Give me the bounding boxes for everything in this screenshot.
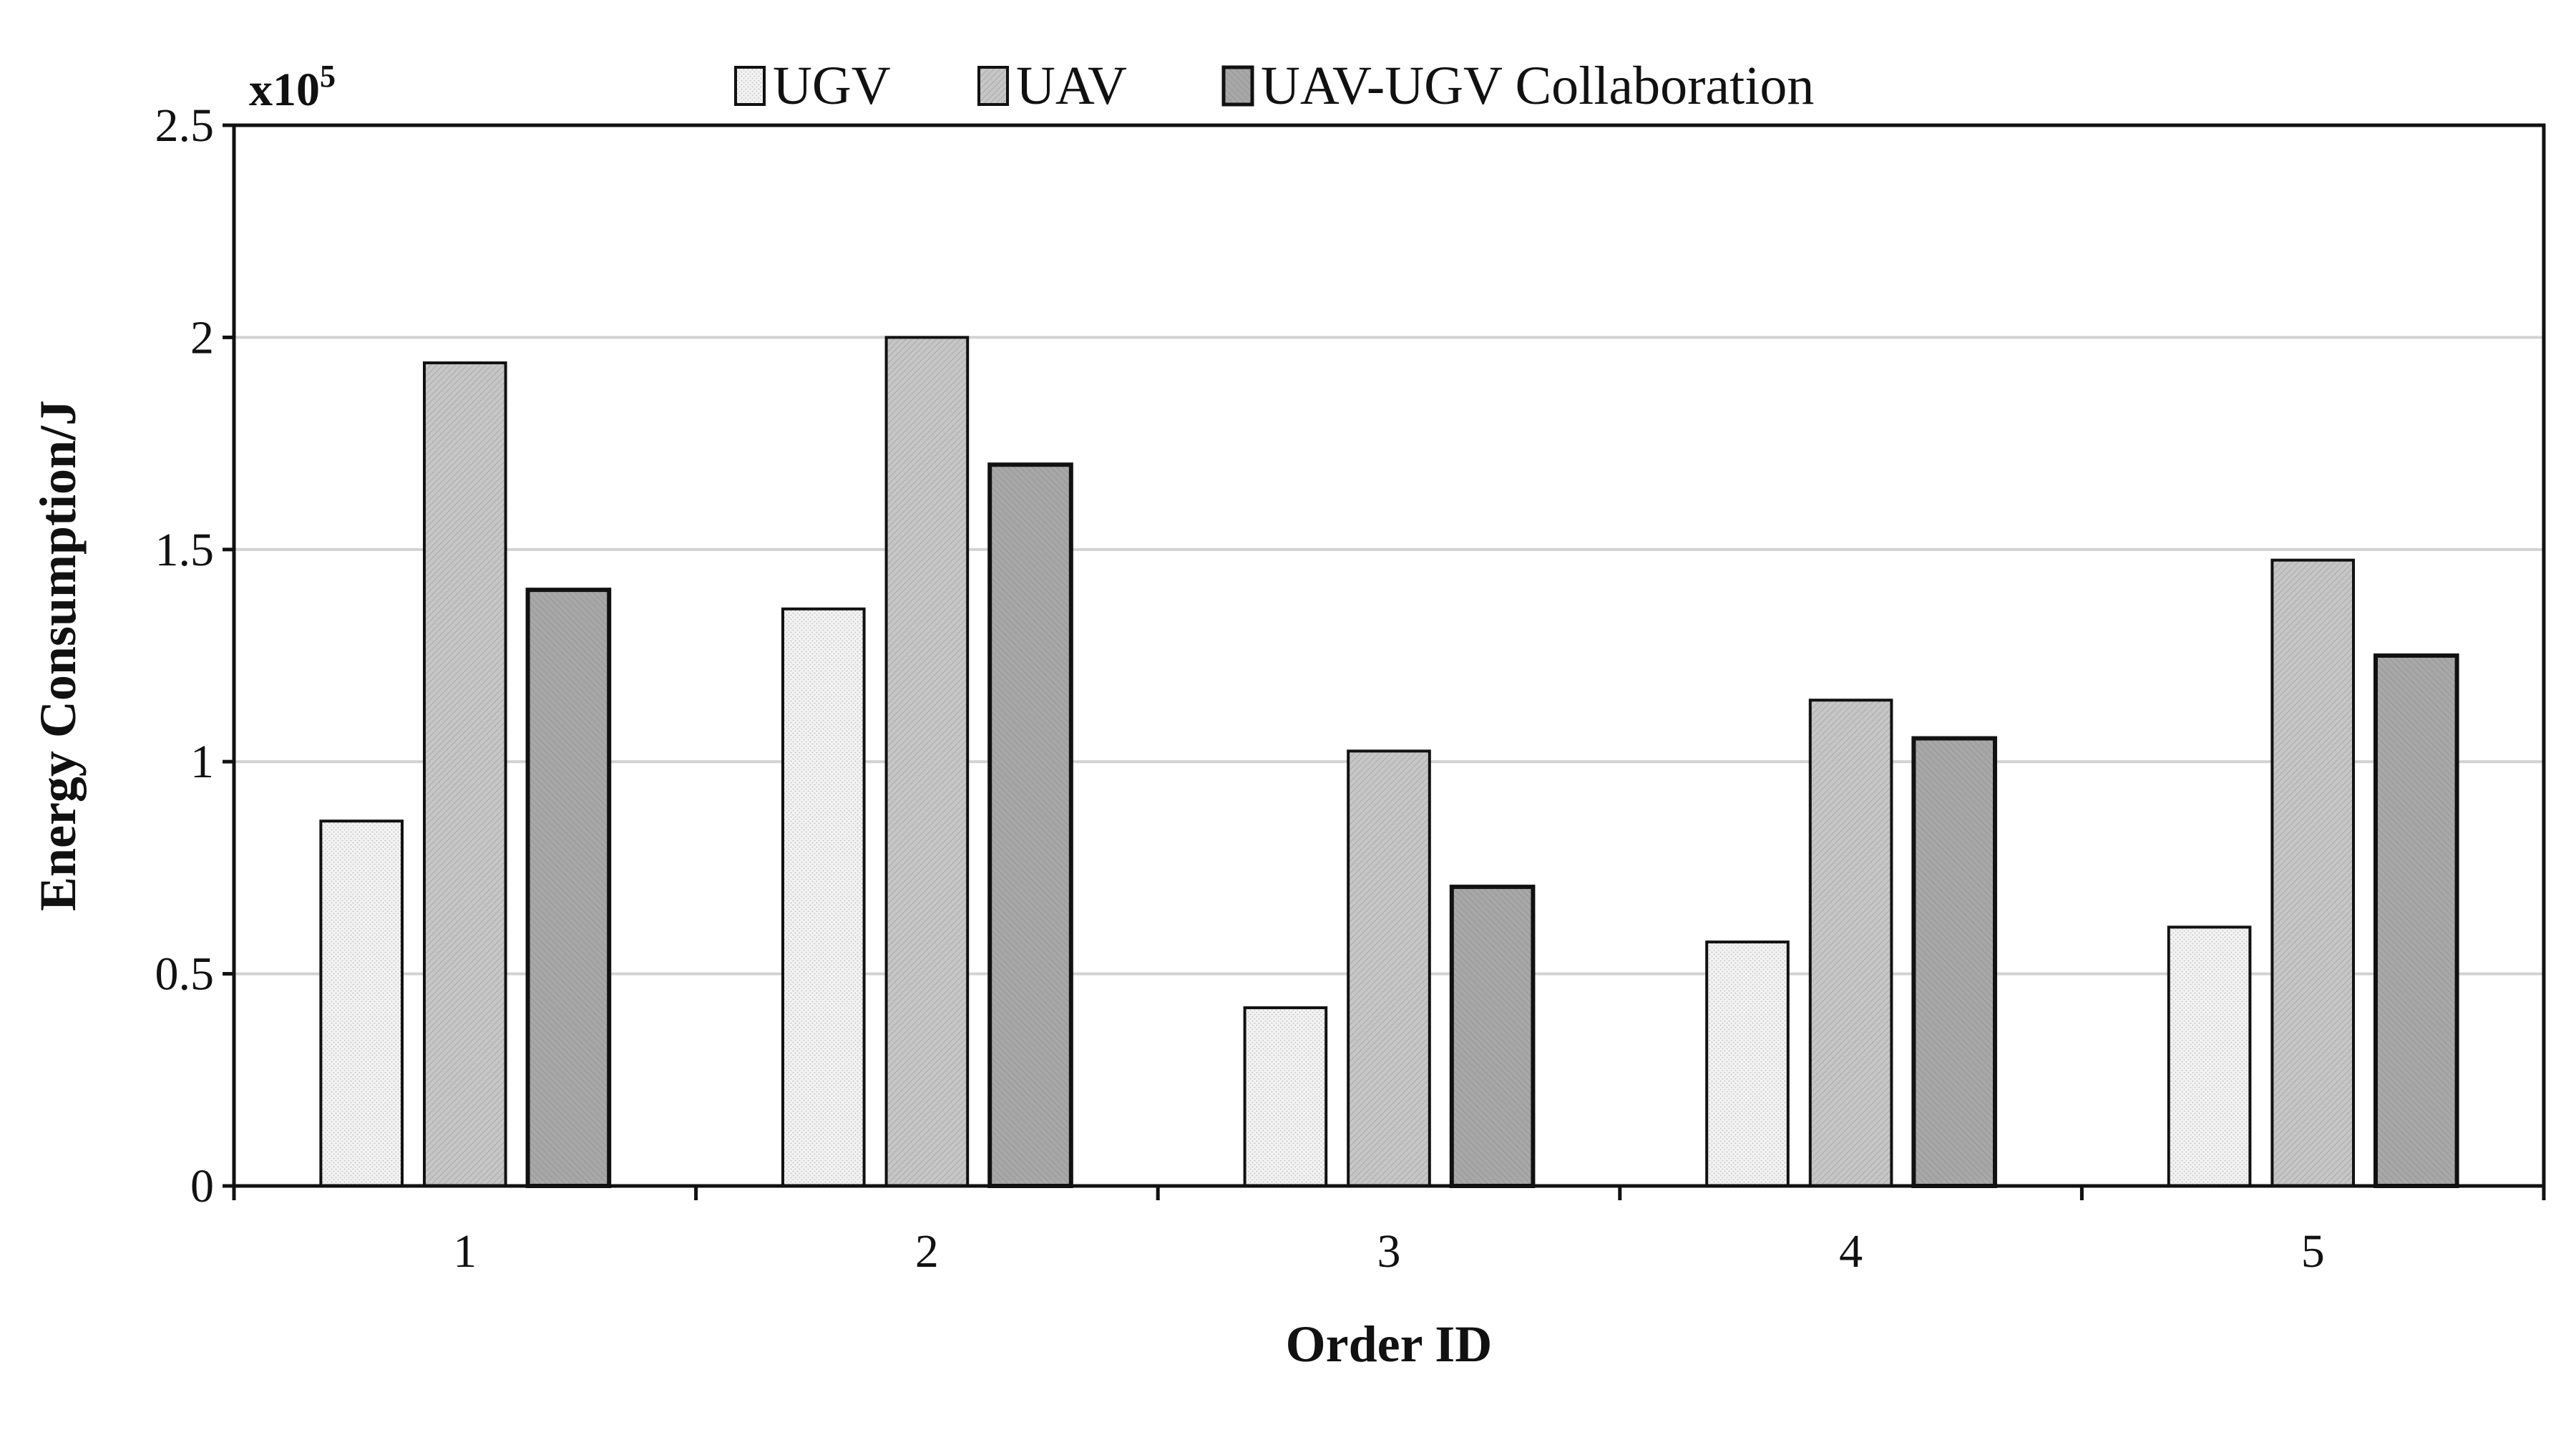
legend-swatch <box>977 66 1009 106</box>
y-tick-label: 0.5 <box>155 948 215 1001</box>
bar-ugv-order-3 <box>1243 1006 1328 1188</box>
legend: UGV UAV UAV-UGV Collaboration <box>734 56 1814 116</box>
y-tick-label: 2.5 <box>155 99 215 152</box>
bar-uav-order-1 <box>422 361 507 1187</box>
y-tick-label: 2 <box>190 311 214 364</box>
y-axis-title: Energy Consumption/J <box>29 400 87 911</box>
legend-label: UAV <box>1016 56 1127 116</box>
bar-ugv-order-5 <box>2167 925 2252 1187</box>
axes: 0 0.5 1 1.5 2 2.5 1 2 3 4 5 <box>155 99 2546 1278</box>
legend-label: UGV <box>773 56 891 116</box>
y-tick-label: 1 <box>190 736 214 788</box>
bar-uav-ugv-collaboration-order-4 <box>1911 736 1998 1188</box>
y-tick-label: 0 <box>190 1160 214 1212</box>
bar-uav-order-2 <box>884 336 970 1187</box>
bar-uav-order-3 <box>1347 749 1431 1187</box>
legend-swatch <box>734 66 766 106</box>
bar-uav-order-5 <box>2270 558 2356 1187</box>
x-tick-label: 2 <box>915 1225 939 1278</box>
plot-area-frame <box>232 123 2546 1188</box>
x-tick-label: 1 <box>453 1225 477 1278</box>
bar-uav-ugv-collaboration-order-1 <box>525 588 612 1188</box>
bar-ugv-order-1 <box>319 819 404 1188</box>
bar-ugv-order-2 <box>781 607 866 1187</box>
legend-swatch <box>1221 65 1254 107</box>
y-axis-multiplier-exponent: 5 <box>320 59 336 94</box>
legend-label: UAV-UGV Collaboration <box>1261 56 1814 116</box>
x-tick-label: 5 <box>2301 1225 2325 1278</box>
x-axis-title: Order ID <box>1286 1315 1493 1373</box>
bar-ugv-order-4 <box>1705 940 1790 1187</box>
bar-uav-ugv-collaboration-order-3 <box>1449 885 1536 1189</box>
x-tick-label: 4 <box>1839 1225 1863 1278</box>
bar-uav-ugv-collaboration-order-5 <box>2373 653 2459 1188</box>
y-tick-label: 1.5 <box>155 524 215 576</box>
bar-uav-order-4 <box>1808 699 1893 1187</box>
y-axis-multiplier: x105 <box>249 59 336 116</box>
x-tick-label: 3 <box>1377 1225 1401 1278</box>
bar-uav-ugv-collaboration-order-2 <box>987 462 1073 1188</box>
